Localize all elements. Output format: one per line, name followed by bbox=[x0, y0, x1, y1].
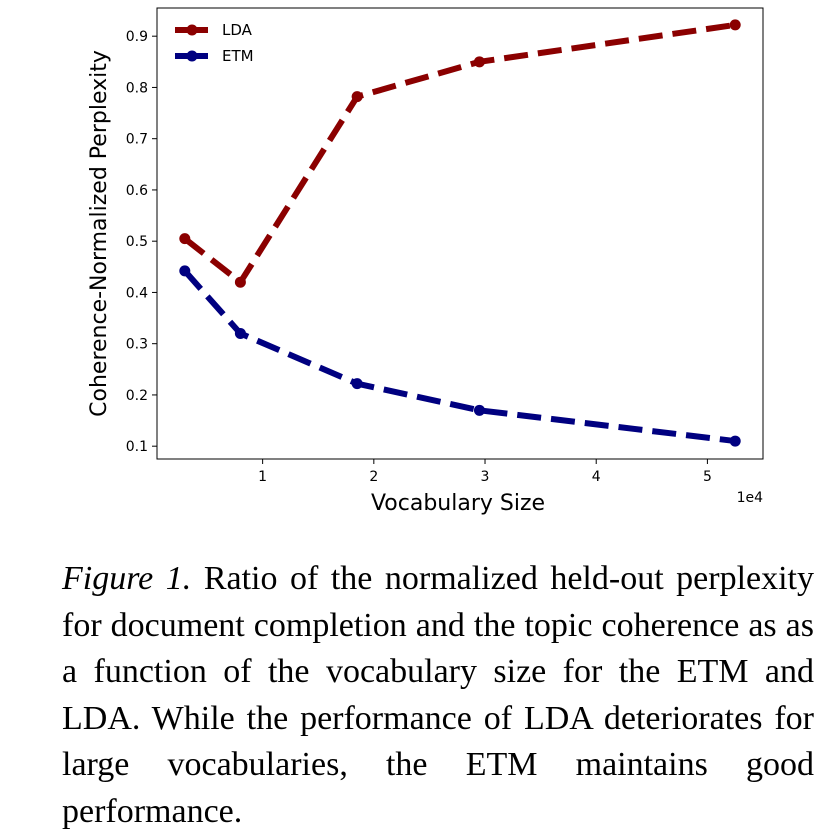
x-tick-label: 1 bbox=[258, 469, 267, 485]
caption-label: Figure 1. bbox=[62, 560, 192, 597]
legend-marker-lda bbox=[186, 24, 198, 36]
legend: LDA ETM bbox=[175, 21, 254, 65]
x-tick-label: 5 bbox=[703, 469, 712, 485]
data-point-lda bbox=[473, 56, 485, 68]
legend-label-lda: LDA bbox=[222, 21, 253, 39]
y-tick-label: 0.4 bbox=[126, 285, 148, 301]
y-tick-label: 0.2 bbox=[126, 388, 148, 404]
data-point-etm bbox=[729, 435, 741, 447]
line-chart: 0.1 0.2 0.3 0.4 0.5 0.6 0.7 0.8 0.9 1 2 3 4 5 Vocabu… bbox=[87, 7, 764, 516]
y-tick-label: 0.7 bbox=[126, 132, 148, 148]
y-tick-label: 0.5 bbox=[126, 234, 148, 250]
data-point-etm bbox=[473, 404, 485, 416]
data-point-etm bbox=[234, 327, 246, 339]
y-tick-label: 0.1 bbox=[126, 439, 148, 455]
data-point-lda bbox=[234, 276, 246, 288]
y-tick-label: 0.6 bbox=[126, 183, 148, 199]
y-tick-label: 0.8 bbox=[126, 80, 148, 96]
caption-text: Ratio of the normalized held-out perplex… bbox=[62, 560, 814, 830]
legend-marker-etm bbox=[186, 50, 198, 62]
data-point-lda bbox=[351, 91, 363, 103]
plot-frame bbox=[156, 7, 764, 460]
x-tick-label: 3 bbox=[481, 469, 490, 485]
x-axis-label: Vocabulary Size bbox=[371, 491, 545, 516]
x-tick-label: 4 bbox=[592, 469, 601, 485]
y-axis-label: Coherence-Normalized Perplexity bbox=[87, 50, 112, 417]
data-point-lda bbox=[179, 233, 191, 245]
series-line-lda bbox=[182, 21, 736, 286]
legend-label-etm: ETM bbox=[222, 47, 254, 65]
y-tick-label: 0.9 bbox=[126, 29, 148, 45]
x-axis-ticks: 1 2 3 4 5 bbox=[258, 459, 712, 485]
y-tick-label: 0.3 bbox=[126, 337, 148, 353]
figure-caption: Figure 1. Ratio of the normalized held-o… bbox=[62, 556, 814, 835]
x-tick-label: 2 bbox=[369, 469, 378, 485]
y-axis-ticks: 0.1 0.2 0.3 0.4 0.5 0.6 0.7 0.8 0.9 bbox=[126, 29, 157, 455]
data-point-etm bbox=[351, 378, 363, 390]
series-layer bbox=[179, 19, 741, 447]
series-line-etm bbox=[182, 268, 736, 445]
data-point-lda bbox=[729, 19, 741, 31]
x-axis-offset-label: 1e4 bbox=[737, 490, 764, 506]
data-point-etm bbox=[179, 265, 191, 277]
